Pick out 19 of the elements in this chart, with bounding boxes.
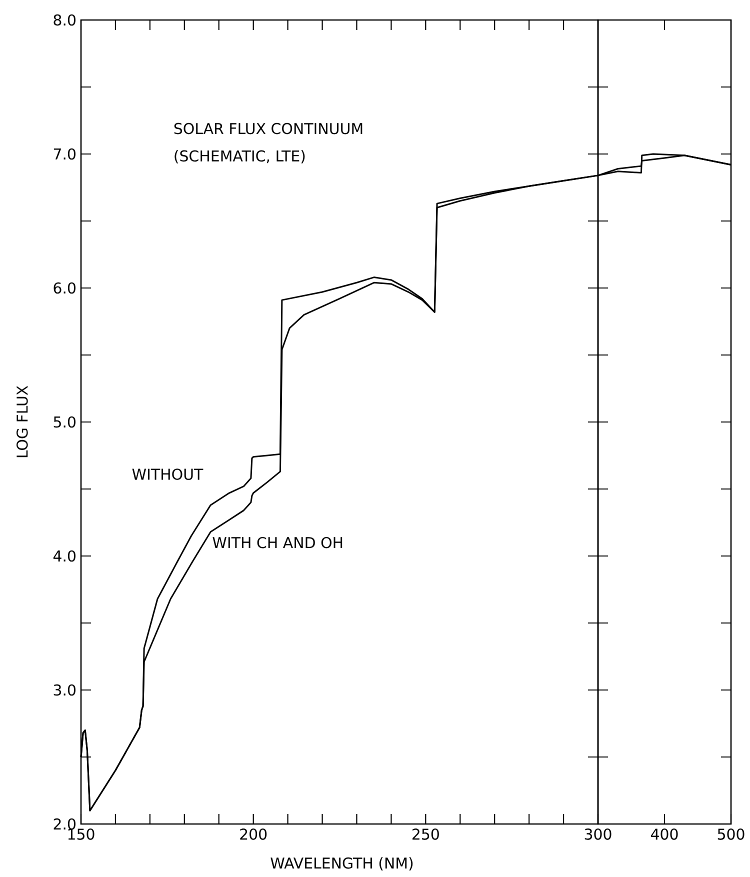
y-tick-label: 3.0 [54,684,76,696]
y-tick-label: 7.0 [54,148,76,160]
y-tick-label: 8.0 [54,14,76,26]
y-axis-title: LOG FLUX [16,386,28,458]
text: SOLAR FLUX CONTINUUM [174,122,362,134]
text: (SCHEMATIC, LTE) [174,150,305,164]
y-tick-label: 6.0 [54,282,76,294]
x-tick-label: 250 [412,828,440,840]
x-tick-label: 500 [718,828,744,840]
y-tick-label: 2.0 [54,818,76,830]
x-tick-label: 400 [651,828,678,840]
series-label: WITHOUT [132,468,204,480]
series-label: WITH CH AND OH [212,536,342,548]
x-tick-label: 300 [585,828,612,840]
x-axis-title: WAVELENGTH (NM) [270,857,413,870]
y-tick-label: 5.0 [54,416,76,428]
x-tick-label: 150 [68,828,94,840]
y-tick-label: 4.0 [54,550,76,562]
x-tick-label: 200 [240,828,267,840]
